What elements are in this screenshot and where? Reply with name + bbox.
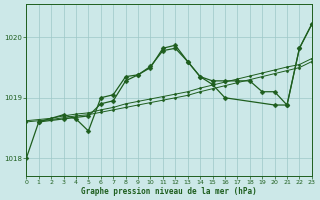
X-axis label: Graphe pression niveau de la mer (hPa): Graphe pression niveau de la mer (hPa) [81,187,257,196]
